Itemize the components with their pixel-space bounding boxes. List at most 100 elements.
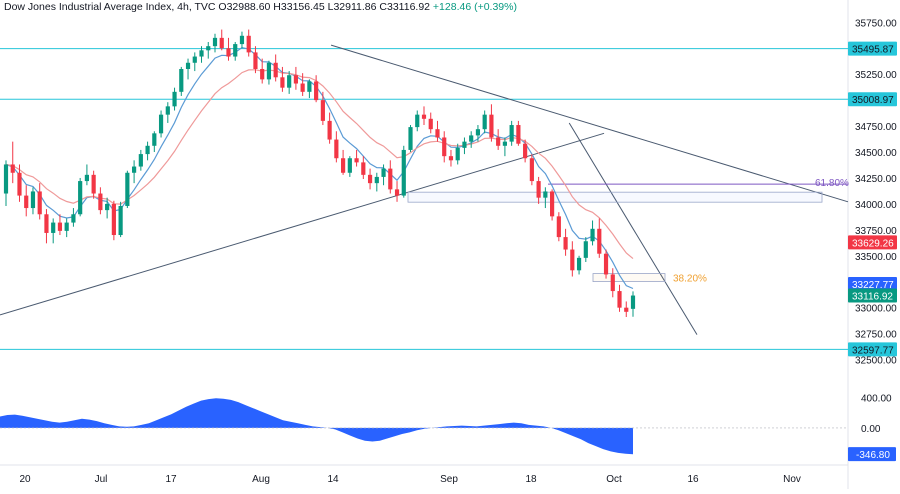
x-tick-label: Sep (440, 474, 458, 485)
candle-body (442, 137, 447, 157)
candle-body (401, 149, 406, 196)
high-label: H (273, 1, 281, 13)
candle-body (71, 214, 76, 223)
candle-body (239, 35, 245, 45)
open-label: O (218, 1, 227, 13)
candle-body (482, 114, 487, 130)
candle-body (570, 249, 575, 271)
candle-body (408, 127, 413, 150)
candle-body (132, 166, 137, 173)
candle-body (165, 106, 170, 115)
y-tick-label: 33750.00 (855, 226, 897, 237)
osc-value-label: -346.80 (856, 450, 890, 461)
candle-body (44, 214, 49, 233)
candle-body (536, 181, 541, 198)
candle-body (374, 176, 379, 184)
level-label: 35495.87 (852, 45, 894, 56)
chart-header: Dow Jones Industrial Average Index, 4h, … (4, 1, 517, 13)
candles (3, 29, 636, 318)
candle-body (421, 114, 427, 119)
candle-body (24, 195, 29, 209)
candle-body (603, 253, 609, 275)
price-labels: -346.8035495.8735008.9732597.7733629.263… (848, 41, 897, 462)
candle-body (51, 222, 56, 233)
candle-body (489, 114, 494, 138)
candle-body (563, 237, 568, 250)
fib-382-label: 38.20% (673, 274, 707, 285)
x-tick-label: Jul (95, 474, 108, 485)
candle-body (260, 68, 265, 80)
slow-ma-label: 33629.26 (852, 238, 894, 249)
candle-body (37, 191, 42, 215)
candle-body (314, 81, 319, 101)
candle-body (280, 77, 285, 88)
fast-ma-tag (848, 277, 897, 292)
candle-body (293, 75, 298, 84)
candle-body (84, 174, 89, 182)
candle-body (212, 37, 218, 47)
close-value: 33116.92 (386, 1, 430, 13)
candle-body (64, 222, 69, 231)
candle-body (206, 46, 211, 51)
candle-body (91, 174, 96, 194)
trendline (0, 132, 605, 316)
candle-body (266, 62, 272, 80)
level-label: 32597.77 (852, 345, 894, 356)
level-tag (848, 41, 897, 56)
osc-value-tag (848, 447, 896, 462)
candle-body (246, 35, 251, 53)
low-value: 32911.86 (333, 1, 377, 13)
candle-body (516, 125, 521, 144)
fib-levels: 61.80% 38.20% (407, 178, 849, 285)
y-tick-label: 34750.00 (855, 122, 897, 133)
candle-body (30, 191, 36, 209)
candle-body (502, 141, 507, 146)
slow-ma-tag (848, 235, 897, 250)
candle-body (320, 100, 325, 121)
candle-body (428, 118, 433, 130)
y-tick-label: 35250.00 (855, 70, 897, 81)
candle-body (105, 203, 110, 211)
candle-body (327, 120, 332, 140)
fib-618-zone (407, 191, 823, 203)
candle-body (388, 168, 393, 190)
candle-body (10, 164, 15, 173)
candle-body (550, 191, 555, 217)
candle-body (57, 222, 63, 231)
osc-tick-label: 400.00 (861, 394, 892, 405)
level-tag (848, 342, 897, 357)
candle-body (17, 172, 22, 196)
slow-moving-average (5, 69, 634, 260)
y-tick-label: 34500.00 (855, 148, 897, 159)
candle-body (172, 91, 177, 107)
oscillator-area (0, 398, 633, 455)
candle-body (630, 295, 636, 309)
y-tick-label: 35750.00 (855, 18, 897, 29)
candle-body (300, 83, 305, 92)
candle-body (415, 114, 420, 128)
candle-body (152, 133, 157, 146)
candle-body (469, 135, 474, 142)
candle-body (347, 158, 352, 173)
candle-body (556, 216, 561, 238)
trendline (330, 44, 849, 203)
candle-body (3, 164, 9, 194)
low-label: L (327, 1, 334, 13)
candle-body (381, 168, 386, 177)
level-tag (848, 92, 897, 107)
trendline (568, 122, 698, 335)
fib-618-label: 61.80% (815, 178, 849, 189)
candle-body (462, 141, 467, 148)
horizontal-levels (0, 48, 848, 350)
candle-body (334, 139, 339, 159)
candle-body (496, 137, 501, 146)
x-tick-label: Nov (783, 474, 801, 485)
candle-body (125, 172, 130, 206)
oscillator-pane (0, 398, 848, 455)
last-price-tag (848, 288, 897, 303)
osc-tick-label: 0.00 (861, 424, 881, 435)
candle-body (78, 181, 83, 215)
candle-body (455, 147, 460, 161)
x-tick-label: 17 (165, 474, 177, 485)
